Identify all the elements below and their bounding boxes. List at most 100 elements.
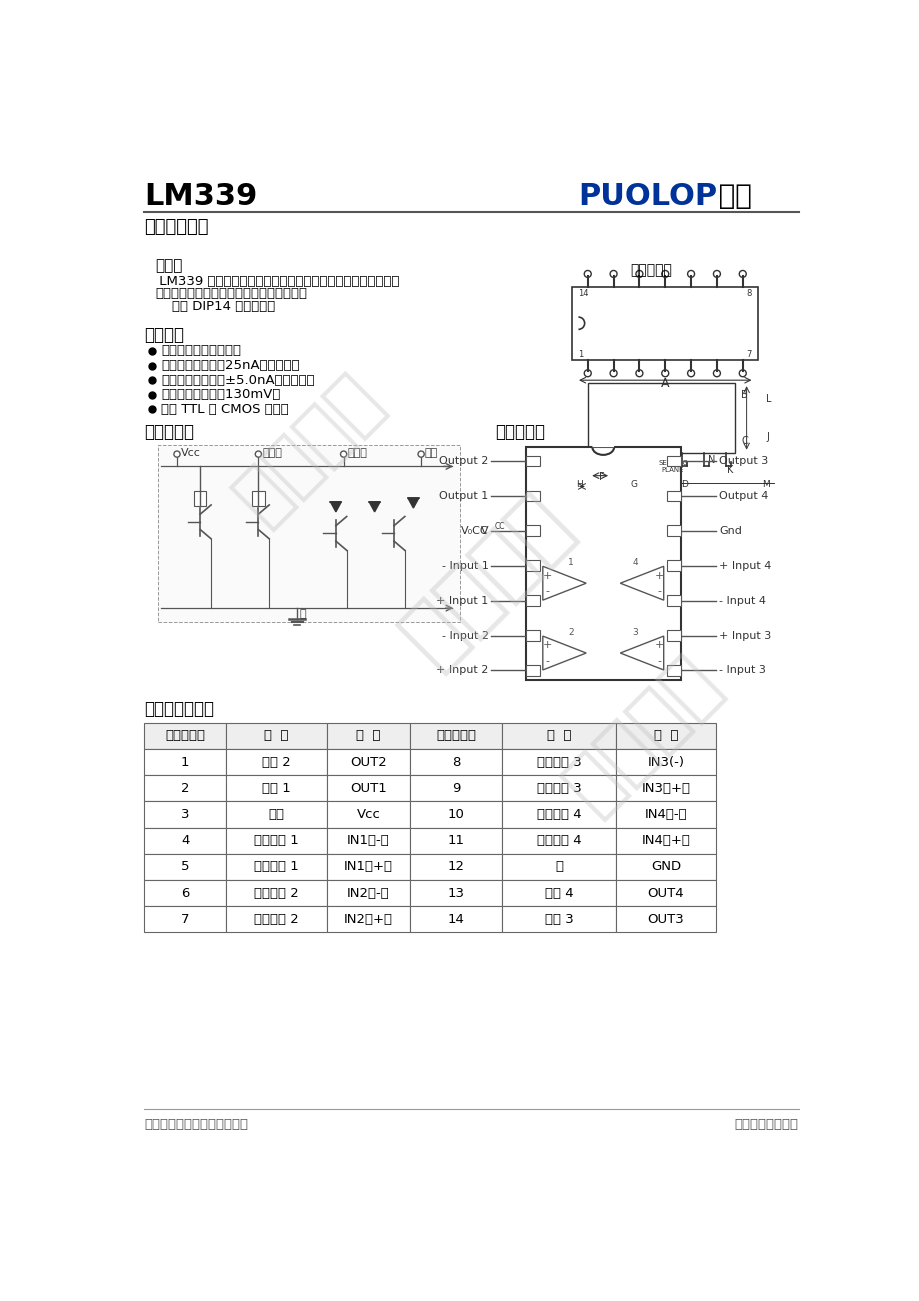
- Circle shape: [174, 451, 180, 457]
- Bar: [666, 455, 680, 467]
- Text: 11: 11: [447, 834, 464, 847]
- Text: IN3(-): IN3(-): [647, 756, 684, 769]
- Text: J: J: [766, 432, 768, 442]
- Text: 反相输入 3: 反相输入 3: [536, 756, 581, 769]
- Bar: [616, 905, 715, 933]
- Text: + Input 1: + Input 1: [436, 596, 488, 606]
- Bar: [616, 723, 715, 749]
- Text: 1: 1: [578, 350, 583, 359]
- Circle shape: [661, 369, 668, 377]
- Bar: [501, 827, 616, 853]
- Circle shape: [739, 271, 745, 277]
- Text: 7: 7: [746, 350, 751, 359]
- Circle shape: [340, 451, 346, 457]
- Text: L: L: [766, 394, 771, 403]
- Text: Gnd: Gnd: [719, 526, 742, 536]
- Bar: [525, 526, 539, 536]
- Bar: [501, 801, 616, 827]
- Bar: [326, 775, 410, 801]
- Text: - Input 4: - Input 4: [719, 596, 766, 606]
- Circle shape: [255, 451, 261, 457]
- Text: Output 2: Output 2: [438, 457, 488, 466]
- Bar: [501, 749, 616, 775]
- Text: 概述：: 概述：: [155, 258, 183, 273]
- Text: 正相输入 4: 正相输入 4: [536, 834, 581, 847]
- Bar: [252, 490, 265, 506]
- Circle shape: [686, 271, 694, 277]
- Text: V: V: [481, 526, 488, 536]
- Bar: [666, 665, 680, 677]
- Text: 地: 地: [554, 860, 562, 873]
- Text: + Input 3: + Input 3: [719, 631, 771, 640]
- Text: 8: 8: [670, 666, 676, 675]
- Text: 3: 3: [632, 628, 638, 636]
- Bar: [410, 801, 501, 827]
- Text: 6: 6: [181, 886, 189, 899]
- Bar: [410, 723, 501, 749]
- Bar: [501, 905, 616, 933]
- Bar: [525, 596, 539, 606]
- Text: 地: 地: [299, 609, 306, 619]
- Circle shape: [661, 271, 668, 277]
- Text: 10: 10: [667, 596, 679, 606]
- Text: 符  号: 符 号: [356, 730, 380, 743]
- Text: 反相输入 2: 反相输入 2: [254, 886, 299, 899]
- Bar: [410, 905, 501, 933]
- Circle shape: [739, 369, 745, 377]
- Text: 输入偏置电流低：25nA（典型）。: 输入偏置电流低：25nA（典型）。: [162, 359, 300, 372]
- Bar: [666, 561, 680, 571]
- Text: IN3（+）: IN3（+）: [641, 782, 690, 795]
- Bar: [525, 630, 539, 641]
- Text: G: G: [630, 480, 637, 489]
- Text: - Input 1: - Input 1: [441, 561, 488, 571]
- Text: LM339 是一块四比较器集成电路，主要应用于消费类和工业类: LM339 是一块四比较器集成电路，主要应用于消费类和工业类: [155, 275, 400, 288]
- Text: C: C: [741, 436, 747, 446]
- Text: H: H: [575, 480, 583, 489]
- Bar: [525, 490, 539, 501]
- Bar: [144, 775, 225, 801]
- Bar: [144, 723, 225, 749]
- Circle shape: [712, 271, 720, 277]
- Circle shape: [686, 369, 694, 377]
- Bar: [525, 455, 539, 467]
- Text: 9: 9: [451, 782, 460, 795]
- Text: 正相输入 2: 正相输入 2: [254, 913, 299, 926]
- Bar: [225, 775, 326, 801]
- Circle shape: [635, 369, 642, 377]
- Bar: [326, 905, 410, 933]
- Bar: [194, 490, 206, 506]
- Text: 1: 1: [568, 558, 573, 567]
- Text: 14: 14: [578, 289, 588, 298]
- Text: 4: 4: [181, 834, 189, 847]
- Circle shape: [584, 369, 591, 377]
- Text: 输出 2: 输出 2: [262, 756, 290, 769]
- Text: 反相输入 4: 反相输入 4: [536, 808, 581, 821]
- Text: - Input 2: - Input 2: [441, 631, 488, 640]
- Text: LM339: LM339: [144, 182, 257, 211]
- Text: 输入失调电流低：±5.0nA（典型）。: 输入失调电流低：±5.0nA（典型）。: [162, 373, 315, 386]
- Text: 引出端功能符号: 引出端功能符号: [144, 700, 214, 718]
- Text: 3: 3: [181, 808, 189, 821]
- Bar: [225, 853, 326, 879]
- Bar: [144, 905, 225, 933]
- Bar: [410, 853, 501, 879]
- Text: OUT2: OUT2: [349, 756, 386, 769]
- Text: V₀CC: V₀CC: [460, 526, 488, 536]
- Text: 封装外形图: 封装外形图: [630, 263, 672, 277]
- Text: 输出: 输出: [425, 448, 437, 458]
- Bar: [616, 853, 715, 879]
- Text: IN4（+）: IN4（+）: [641, 834, 690, 847]
- Text: +: +: [653, 571, 663, 580]
- Text: 11: 11: [667, 561, 679, 571]
- Text: K: K: [726, 464, 732, 475]
- Bar: [501, 775, 616, 801]
- Text: Output 3: Output 3: [719, 457, 768, 466]
- Text: 9: 9: [670, 631, 676, 640]
- Text: 7: 7: [181, 913, 189, 926]
- Bar: [144, 853, 225, 879]
- Text: 符  号: 符 号: [653, 730, 677, 743]
- Text: PUOLOP: PUOLOP: [578, 182, 717, 211]
- Text: OUT1: OUT1: [349, 782, 386, 795]
- Text: 5: 5: [529, 596, 535, 606]
- Polygon shape: [330, 502, 341, 511]
